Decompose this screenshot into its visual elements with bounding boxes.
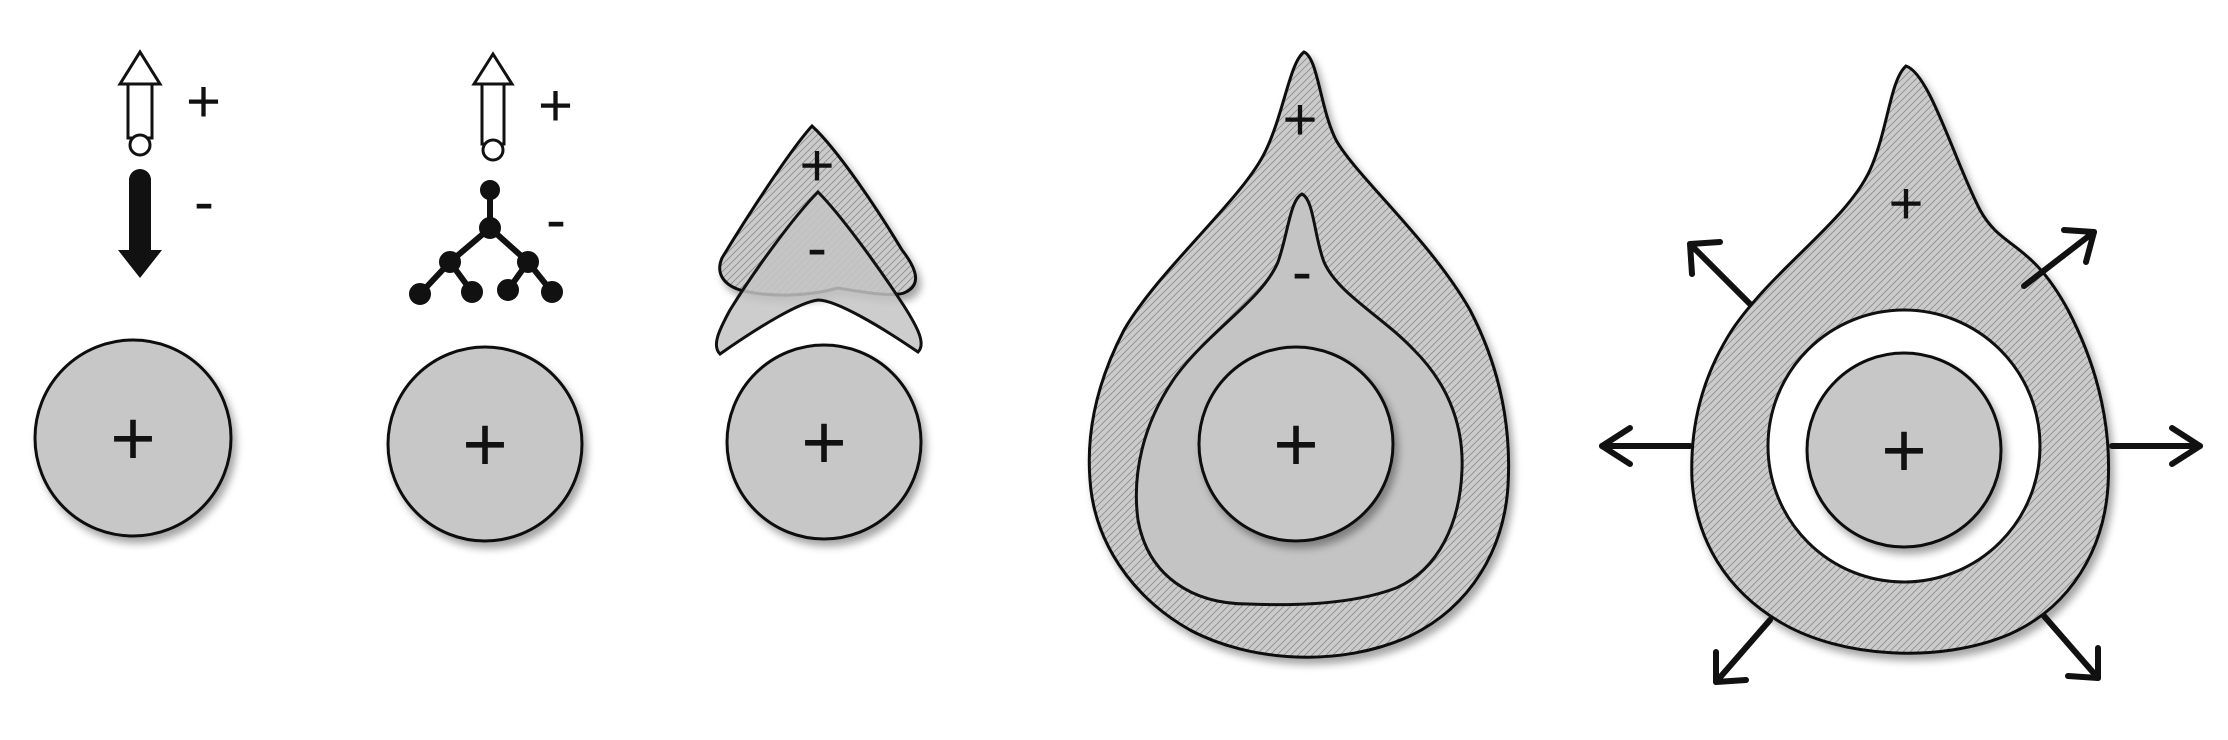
panel-3-plus-label: +	[799, 132, 834, 199]
panel-5: + +	[1599, 64, 2203, 685]
cation-circle: +	[1805, 351, 2003, 549]
hollow-up-arrow-icon	[117, 49, 163, 157]
hollow-up-arrow-icon	[471, 51, 515, 162]
branched-tree-icon	[409, 180, 563, 305]
panel-4-plus-label: +	[1282, 86, 1317, 153]
cation-circle: +	[386, 345, 584, 543]
cation-circle: +	[1197, 345, 1395, 543]
panel-2-plus-label: +	[538, 72, 573, 139]
panel-5-plus-label: +	[1888, 170, 1923, 237]
panel-1-minus-label: -	[194, 168, 214, 235]
arrow-right-icon	[2109, 425, 2203, 467]
cation-plus-label: +	[462, 400, 508, 488]
cation-circle: +	[33, 338, 233, 538]
arrow-left-icon	[1599, 425, 1693, 467]
cation-plus-label: +	[1273, 400, 1319, 488]
panel-4: + - +	[1087, 50, 1511, 659]
panel-2-minus-label: -	[546, 186, 566, 253]
cation-plus-label: +	[801, 398, 847, 486]
inner-chevron-shape	[714, 189, 923, 356]
arrow-down-right-icon	[2041, 613, 2101, 681]
panel-3: + - +	[714, 123, 923, 541]
panel-4-minus-label: -	[1292, 238, 1312, 305]
cation-plus-label: +	[1881, 406, 1927, 494]
cation-circle: +	[725, 343, 923, 541]
arrow-down-left-icon	[1713, 617, 1773, 685]
arrow-up-right-icon	[2021, 227, 2097, 289]
solid-down-arrow-icon	[118, 169, 162, 278]
panel-1: + - +	[33, 49, 233, 538]
arrow-up-left-icon	[1687, 239, 1753, 307]
panel-1-plus-label: +	[186, 68, 221, 135]
cation-plus-label: +	[110, 394, 156, 482]
panel-2: + - +	[386, 51, 584, 543]
panel-3-minus-label: -	[807, 214, 827, 281]
